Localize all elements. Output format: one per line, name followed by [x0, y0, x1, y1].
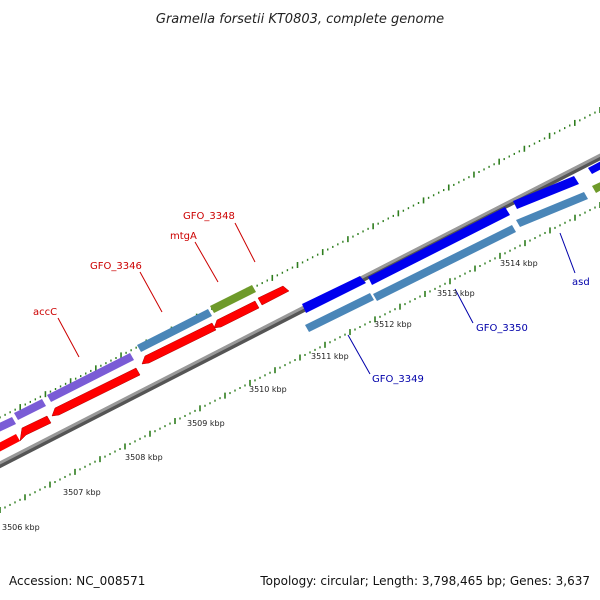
- gene-red-5[interactable]: [213, 300, 260, 329]
- genome-backbone: [0, 153, 600, 469]
- tick-label-3510: 3510 kbp: [249, 385, 287, 394]
- tick-label-3509: 3509 kbp: [187, 419, 225, 428]
- tick-label-3513: 3513 kbp: [437, 289, 475, 298]
- tick-label-3508: 3508 kbp: [125, 453, 163, 462]
- gene-olive-2[interactable]: [592, 180, 600, 193]
- gene-purple-accC[interactable]: [47, 353, 134, 402]
- tick-label-3507: 3507 kbp: [63, 488, 101, 497]
- map-title: Gramella forsetii KT0803, complete genom…: [156, 12, 444, 27]
- inner-tick-ring: [0, 202, 600, 513]
- accession-text: Accession: NC_008571: [9, 574, 145, 588]
- gene-steel-GFO_3349b[interactable]: [305, 293, 374, 332]
- gene-blue-4[interactable]: [588, 159, 600, 174]
- gene-label-GFO_3350: GFO_3350: [476, 323, 528, 334]
- gene-steel-asd[interactable]: [516, 192, 588, 227]
- gene-red-2[interactable]: [19, 415, 52, 442]
- tick-label-3511: 3511 kbp: [311, 352, 349, 361]
- gene-purple-1[interactable]: [0, 417, 16, 432]
- gene-red-3[interactable]: [51, 367, 141, 417]
- kbp-tick-labels: 3506 kbp 3507 kbp 3508 kbp 3509 kbp 3510…: [2, 259, 538, 532]
- gene-label-GFO_3346: GFO_3346: [90, 261, 142, 272]
- gene-steel-GFO_3350[interactable]: [373, 225, 516, 301]
- gene-label-asd: asd: [572, 277, 590, 288]
- gene-blue-3[interactable]: [513, 176, 579, 209]
- gene-olive-mtgA[interactable]: [210, 285, 256, 313]
- gene-purple-2[interactable]: [14, 399, 46, 420]
- gene-label-GFO_3349: GFO_3349: [372, 374, 424, 385]
- gene-blue-2[interactable]: [368, 207, 510, 285]
- tick-label-3512: 3512 kbp: [374, 320, 412, 329]
- gene-red-4[interactable]: [141, 322, 217, 365]
- gene-blue-GFO_3349[interactable]: [302, 276, 366, 313]
- gene-label-GFO_3348: GFO_3348: [183, 211, 235, 222]
- gene-label-lines: [57, 222, 576, 375]
- gene-label-accC: accC: [33, 307, 57, 318]
- gene-features: [0, 159, 600, 452]
- gene-labels: accC GFO_3346 mtgA GFO_3348 GFO_3349 GFO…: [33, 211, 590, 385]
- tick-label-3506: 3506 kbp: [2, 523, 40, 532]
- gene-label-mtgA: mtgA: [170, 231, 197, 242]
- gene-red-6[interactable]: [257, 285, 290, 306]
- genome-summary-text: Topology: circular; Length: 3,798,465 bp…: [259, 574, 590, 588]
- gene-red-1[interactable]: [0, 434, 20, 452]
- gene-steel-GFO_3346[interactable]: [137, 309, 212, 352]
- tick-label-3514: 3514 kbp: [500, 259, 538, 268]
